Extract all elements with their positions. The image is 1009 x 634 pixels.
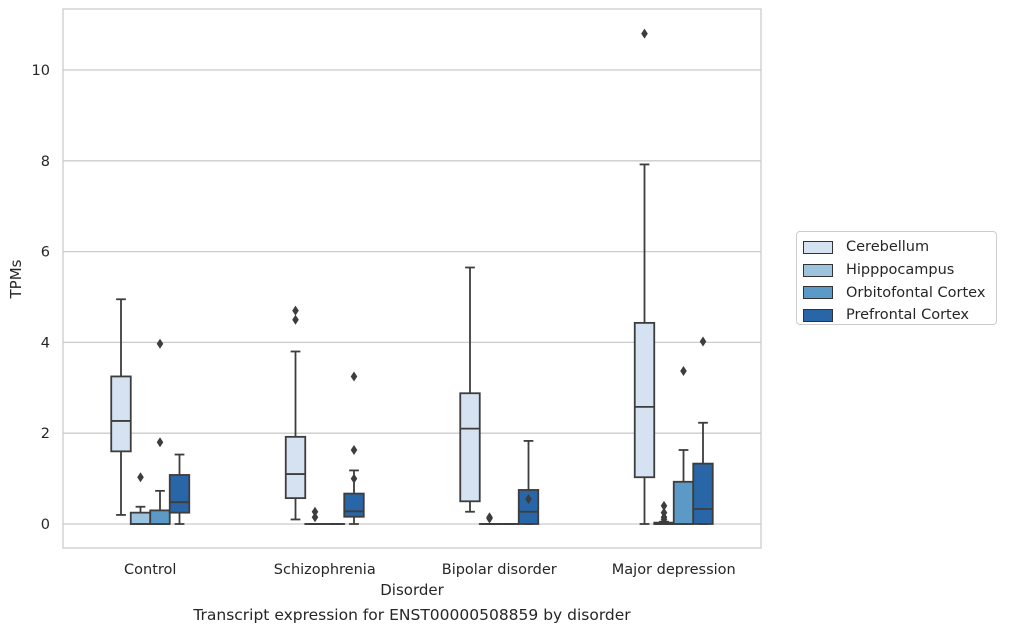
outlier-point xyxy=(660,500,668,511)
legend-label: Prefrontal Cortex xyxy=(846,307,969,324)
outlier-point xyxy=(311,506,319,517)
y-tick-labels: 0 2 4 6 8 10 xyxy=(32,63,50,533)
legend-label: Cerebellum xyxy=(846,239,930,256)
y-tick-label: 10 xyxy=(32,63,50,79)
iqr-box xyxy=(517,489,540,525)
x-axis-label: Disorder xyxy=(380,581,444,599)
iqr-box xyxy=(149,509,171,525)
legend-label: Hipppocampus xyxy=(846,262,955,279)
iqr-box xyxy=(110,375,132,453)
box-1 xyxy=(110,298,132,516)
axes-frame xyxy=(62,8,762,549)
outlier-point xyxy=(292,305,299,316)
outlier-point xyxy=(156,437,164,448)
legend-swatch xyxy=(803,308,833,322)
legend-swatch xyxy=(803,286,833,300)
outlier-point xyxy=(156,338,164,349)
x-tick-label: Schizophrenia xyxy=(274,562,376,578)
box-4 xyxy=(517,440,540,525)
iqr-box xyxy=(168,474,191,514)
x-tick-label: Control xyxy=(124,562,176,578)
y-tick-label: 8 xyxy=(41,154,50,170)
outlier-point xyxy=(680,366,687,377)
box-1 xyxy=(633,28,656,525)
box-4 xyxy=(343,371,365,525)
outlier-point xyxy=(660,507,668,518)
box-4 xyxy=(168,453,191,525)
iqr-box xyxy=(672,480,695,525)
figure-caption: Transcript expression for ENST0000050885… xyxy=(193,606,631,624)
outlier-point xyxy=(350,371,358,382)
box-1 xyxy=(459,266,481,513)
y-tick-label: 4 xyxy=(41,335,50,351)
outlier-point xyxy=(311,512,319,523)
legend-item-hippocampus: Hipppocampus xyxy=(803,259,996,282)
outlier-point xyxy=(641,28,648,39)
outlier-point xyxy=(350,444,358,455)
iqr-box xyxy=(692,462,714,525)
iqr-box xyxy=(633,321,656,479)
box-4 xyxy=(692,336,714,525)
y-axis-label: TPMs xyxy=(7,259,25,299)
y-tick-label: 0 xyxy=(41,517,50,533)
box-3 xyxy=(672,366,695,525)
legend-label: Orbitofontal Cortex xyxy=(846,284,986,301)
x-tick-label: Major depression xyxy=(612,562,736,578)
iqr-box xyxy=(343,492,365,518)
y-tick-label: 6 xyxy=(41,245,50,261)
outlier-point xyxy=(292,314,299,325)
legend-swatch xyxy=(803,240,833,254)
iqr-box xyxy=(129,511,152,525)
iqr-box xyxy=(459,392,481,503)
legend-item-prefrontal-cortex: Prefrontal Cortex xyxy=(803,304,996,327)
legend: Cerebellum Hipppocampus Orbitofontal Cor… xyxy=(796,231,997,325)
box-2 xyxy=(129,472,152,525)
box-2 xyxy=(653,500,675,525)
iqr-box xyxy=(284,435,307,500)
box-2 xyxy=(304,506,326,525)
outlier-point xyxy=(350,473,358,484)
outlier-point xyxy=(137,472,144,483)
box-2 xyxy=(478,512,501,525)
outlier-point xyxy=(486,512,493,523)
gridlines xyxy=(63,69,761,525)
legend-item-cerebellum: Cerebellum xyxy=(803,236,996,259)
box-3 xyxy=(149,338,171,525)
legend-item-orbitofrontal-cortex: Orbitofontal Cortex xyxy=(803,281,996,304)
box-groups xyxy=(110,28,714,525)
legend-swatch xyxy=(803,263,833,277)
x-tick-label: Bipolar disorder xyxy=(442,562,557,578)
y-tick-label: 2 xyxy=(41,426,50,442)
outlier-point xyxy=(525,494,532,505)
outlier-point xyxy=(699,336,707,347)
box-1 xyxy=(284,305,307,521)
x-tick-labels: Control Schizophrenia Bipolar disorder Majo… xyxy=(124,562,736,578)
